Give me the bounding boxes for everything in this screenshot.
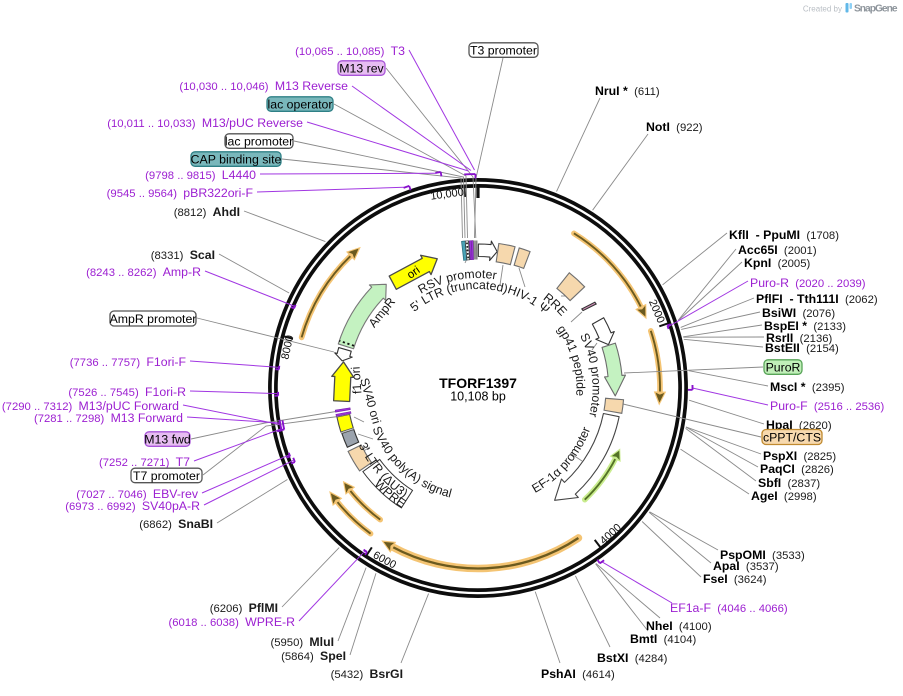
svg-text:(6018 .. 6038) WPRE-R: (6018 .. 6038) WPRE-R	[169, 615, 296, 629]
svg-text:Created by: Created by	[803, 5, 842, 14]
svg-text:(8331) ScaI: (8331) ScaI	[151, 248, 215, 262]
svg-text:PaqCI (2826): PaqCI (2826)	[760, 462, 834, 476]
svg-text:10,108 bp: 10,108 bp	[450, 390, 506, 404]
svg-text:(7526 .. 7545) F1ori-R: (7526 .. 7545) F1ori-R	[68, 385, 186, 399]
svg-text:NotI (922): NotI (922)	[646, 120, 703, 134]
svg-text:NheI (4100): NheI (4100)	[646, 619, 712, 633]
svg-text:(6973 .. 6992) SV40pA-R: (6973 .. 6992) SV40pA-R	[65, 499, 200, 513]
svg-text:Puro-R (2020 .. 2039): Puro-R (2020 .. 2039)	[750, 276, 866, 290]
svg-text:Puro-F (2516 .. 2536): Puro-F (2516 .. 2536)	[770, 399, 884, 413]
svg-text:(9798 .. 9815) L4440: (9798 .. 9815) L4440	[145, 168, 256, 182]
svg-text:lac promoter: lac promoter	[225, 134, 293, 148]
svg-text:T7 promoter: T7 promoter	[133, 469, 200, 483]
svg-text:AmpR promoter: AmpR promoter	[110, 312, 197, 326]
svg-text:M13 rev: M13 rev	[339, 61, 384, 75]
svg-text:KflI - PpuMI (1708): KflI - PpuMI (1708)	[729, 228, 839, 242]
svg-text:SbfI (2837): SbfI (2837)	[758, 476, 820, 490]
svg-text:(5864) SpeI: (5864) SpeI	[281, 649, 346, 663]
svg-text:(10,065 .. 10,085) T3: (10,065 .. 10,085) T3	[295, 44, 405, 58]
svg-text:BstEII (2154): BstEII (2154)	[765, 341, 839, 355]
svg-text:CAP binding site: CAP binding site	[191, 152, 282, 166]
svg-text:BsiWI (2076): BsiWI (2076)	[762, 306, 835, 320]
svg-text:KpnI (2005): KpnI (2005)	[744, 256, 810, 270]
svg-text:(6862) SnaBI: (6862) SnaBI	[139, 517, 213, 531]
svg-text:lac operator: lac operator	[268, 97, 333, 111]
svg-text:(7736 .. 7757) F1ori-F: (7736 .. 7757) F1ori-F	[70, 355, 187, 369]
svg-text:NruI * (611): NruI * (611)	[595, 84, 660, 98]
svg-text:cPPT/CTS: cPPT/CTS	[763, 430, 821, 444]
svg-text:(8243 .. 8262) Amp-R: (8243 .. 8262) Amp-R	[86, 265, 201, 279]
svg-text:f1 ori: f1 ori	[349, 366, 365, 394]
svg-text:Acc65I (2001): Acc65I (2001)	[738, 243, 817, 257]
svg-text:MscI * (2395): MscI * (2395)	[770, 380, 845, 394]
svg-text:ApaI (3537): ApaI (3537)	[713, 559, 779, 573]
svg-text:BmtI (4104): BmtI (4104)	[630, 632, 696, 646]
svg-text:(5950) MluI: (5950) MluI	[270, 635, 334, 649]
svg-text:PflFI - Tth111I (2062): PflFI - Tth111I (2062)	[756, 292, 878, 306]
svg-text:BstXI (4284): BstXI (4284)	[597, 651, 668, 665]
svg-text:(9545 .. 9564) pBR322ori-F: (9545 .. 9564) pBR322ori-F	[107, 186, 254, 200]
svg-text:SnapGene: SnapGene	[854, 4, 898, 15]
svg-text:TFORF1397: TFORF1397	[439, 375, 517, 391]
svg-text:PspXI (2825): PspXI (2825)	[763, 449, 836, 463]
svg-text:(6206) PflMI: (6206) PflMI	[210, 601, 278, 615]
svg-text:EF1a-F (4046 .. 4066): EF1a-F (4046 .. 4066)	[670, 601, 788, 615]
svg-text:(7281 .. 7298) M13 Forward: (7281 .. 7298) M13 Forward	[34, 411, 183, 425]
svg-text:PshAI (4614): PshAI (4614)	[541, 667, 615, 681]
svg-text:PuroR: PuroR	[766, 360, 801, 374]
svg-text:AgeI (2998): AgeI (2998)	[751, 489, 817, 503]
svg-text:M13 fwd: M13 fwd	[144, 432, 191, 446]
svg-text:(8812) AhdI: (8812) AhdI	[174, 205, 240, 219]
svg-text:T3 promoter: T3 promoter	[470, 43, 537, 57]
svg-text:(7252 .. 7271) T7: (7252 .. 7271) T7	[99, 455, 190, 469]
svg-text:(10,011 .. 10,033) M13/pUC Re: (10,011 .. 10,033) M13/pUC Reverse	[107, 116, 303, 130]
svg-text:(5432) BsrGI: (5432) BsrGI	[331, 667, 403, 681]
svg-text:FseI (3624): FseI (3624)	[703, 572, 767, 586]
svg-text:(10,030 .. 10,046) M13 Revers: (10,030 .. 10,046) M13 Reverse	[179, 79, 348, 93]
